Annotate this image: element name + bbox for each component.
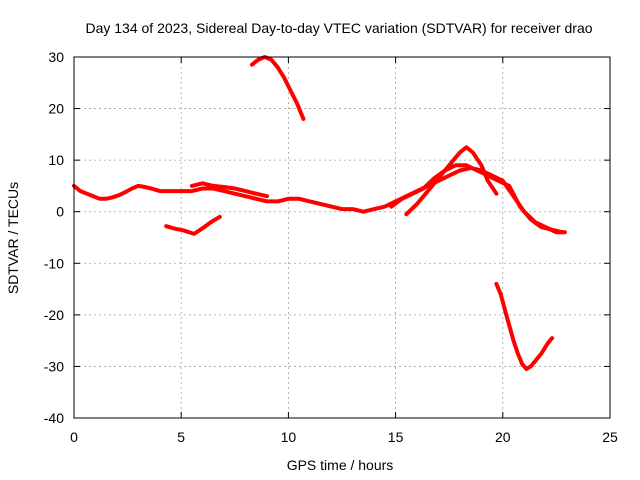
y-tick-label: 30 (48, 49, 64, 65)
trace-deep-dip (494, 281, 555, 371)
plot-frame (73, 56, 611, 419)
trace-high-arc (250, 55, 306, 121)
y-tick-label: 20 (48, 101, 64, 117)
y-tick-label: -40 (44, 410, 64, 426)
trace-mid-band (189, 181, 269, 199)
axis-ticks: 0 5 10 15 20 25 -40 -30 -20 -10 0 10 20 30 (44, 49, 618, 445)
trace-rise (404, 145, 499, 217)
y-tick-label: 0 (56, 204, 64, 220)
grid (74, 57, 610, 418)
x-tick-label: 0 (70, 429, 78, 445)
x-tick-label: 15 (388, 429, 404, 445)
y-tick-label: -30 (44, 358, 64, 374)
chart-title: Day 134 of 2023, Sidereal Day-to-day VTE… (85, 20, 592, 36)
y-tick-label: -10 (44, 255, 64, 271)
series-group (72, 55, 567, 371)
y-tick-label: 10 (48, 152, 64, 168)
x-tick-label: 10 (281, 429, 297, 445)
trace-upper-late (389, 163, 565, 235)
x-tick-label: 5 (177, 429, 185, 445)
trace-low-early (164, 214, 222, 236)
x-axis-label: GPS time / hours (287, 457, 394, 473)
y-axis-label: SDTVAR / TECUs (5, 182, 21, 294)
y-tick-label: -20 (44, 307, 64, 323)
x-tick-label: 20 (495, 429, 511, 445)
x-tick-label: 25 (602, 429, 618, 445)
